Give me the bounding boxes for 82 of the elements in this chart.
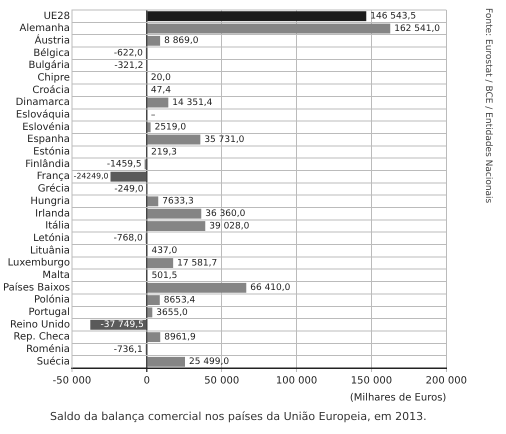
data-label: 8961,9: [164, 332, 196, 342]
y-tick-label: Croácia: [32, 84, 70, 96]
y-tick-label: Estónia: [33, 146, 70, 158]
y-tick-label: Irlanda: [35, 208, 70, 220]
bar: [148, 208, 202, 219]
x-tick-label: 200 000: [426, 376, 468, 387]
bar: [148, 24, 390, 34]
bar: [148, 295, 160, 306]
y-tick-label: Alemanha: [19, 23, 70, 34]
y-tick-label: Suécia: [36, 356, 70, 368]
data-label: -622,0: [114, 48, 144, 59]
y-tick-label: Lituânia: [30, 245, 70, 256]
bar: [148, 258, 174, 268]
data-label: 17 581,7: [177, 258, 218, 268]
y-tick-label: Dinamarca: [16, 97, 70, 108]
data-label: -736,1: [114, 344, 143, 355]
text: –: [150, 110, 156, 120]
data-label: 3655,0: [156, 308, 188, 318]
data-label: -249,0: [114, 184, 144, 194]
data-label: 39 028,0: [209, 221, 250, 232]
source-note: Fonte: Eurostat / BCE / Entidades Nacionais: [483, 8, 493, 204]
y-tick-label: Espanha: [27, 134, 70, 146]
y-tick-label: Bulgária: [28, 60, 70, 72]
y-tick-label: Bélgica: [33, 48, 70, 59]
data-label: 25 499,0: [189, 357, 230, 368]
data-label: 146 543,5: [370, 12, 416, 22]
y-tick-label: Hungria: [30, 196, 70, 207]
bar: [148, 98, 168, 108]
data-label: -768,0: [114, 234, 143, 244]
bar: [148, 11, 366, 22]
text: Saldo da balança comercial nos países da União Europeia, em 2013.: [50, 410, 427, 423]
bar: [148, 36, 160, 46]
x-tick-label: 50 000: [204, 376, 240, 387]
y-tick-label: Polónia: [34, 294, 70, 306]
y-tick-label: UE28: [44, 10, 70, 22]
bar: [148, 221, 206, 231]
y-tick-label: Letónia: [33, 232, 70, 244]
bar: [148, 356, 186, 367]
data-label: -321,2: [114, 60, 144, 71]
data-label: -1459,5: [106, 160, 142, 170]
x-tick-label: -50 000: [52, 376, 92, 387]
bar: [148, 282, 246, 293]
y-tick-label: Luxemburgo: [8, 258, 70, 269]
data-label: 35 731,0: [204, 134, 245, 145]
y-tick-label: Reino Unido: [10, 319, 70, 330]
y-tick-label: Portugal: [28, 307, 70, 318]
data-label: 20,0: [150, 73, 172, 84]
bar: [148, 332, 160, 342]
bar: [148, 308, 152, 318]
y-tick-label: Rep. Checa: [13, 332, 70, 343]
y-tick-label: Eslovénia: [22, 122, 70, 133]
x-tick-label: 150 000: [350, 376, 392, 387]
x-tick-label: 100 000: [276, 376, 318, 387]
bar: [148, 134, 200, 145]
y-tick-label: Grécia: [38, 184, 70, 195]
y-tick-label: Itália: [45, 220, 70, 232]
y-tick-label: Países Baixos: [2, 282, 70, 294]
x-axis-title: (Milhares de Euros): [350, 392, 446, 404]
data-label: 7633,3: [162, 196, 194, 207]
y-tick-label: Chipre: [37, 72, 70, 84]
y-tick-label: Malta: [42, 270, 70, 282]
x-tick-label: 0: [144, 376, 150, 387]
data-label: 47,4: [150, 86, 172, 96]
data-label: 36 360,0: [205, 209, 246, 220]
data-label: 8 869,0: [164, 36, 199, 46]
data-label: 66 410,0: [250, 283, 291, 294]
data-label: 501,5: [152, 270, 178, 281]
y-tick-label: França: [36, 171, 70, 182]
y-tick-label: Roménia: [26, 344, 70, 356]
data-label: 8653,4: [164, 295, 196, 306]
bar: [110, 172, 146, 182]
y-tick-label: Áustria: [34, 33, 70, 46]
data-label: -37 749,5: [100, 320, 144, 330]
data-label: 437,0: [151, 246, 178, 256]
data-label: 2519,0: [154, 122, 186, 133]
bar: [148, 122, 151, 132]
data-label: 14 351,4: [172, 98, 213, 108]
data-label: 219,3: [151, 147, 177, 158]
y-tick-label: Finlândia: [25, 158, 70, 170]
y-tick-label: Eslováquia: [16, 110, 70, 121]
bar: [148, 196, 158, 206]
data-label: 162 541,0: [394, 24, 440, 34]
